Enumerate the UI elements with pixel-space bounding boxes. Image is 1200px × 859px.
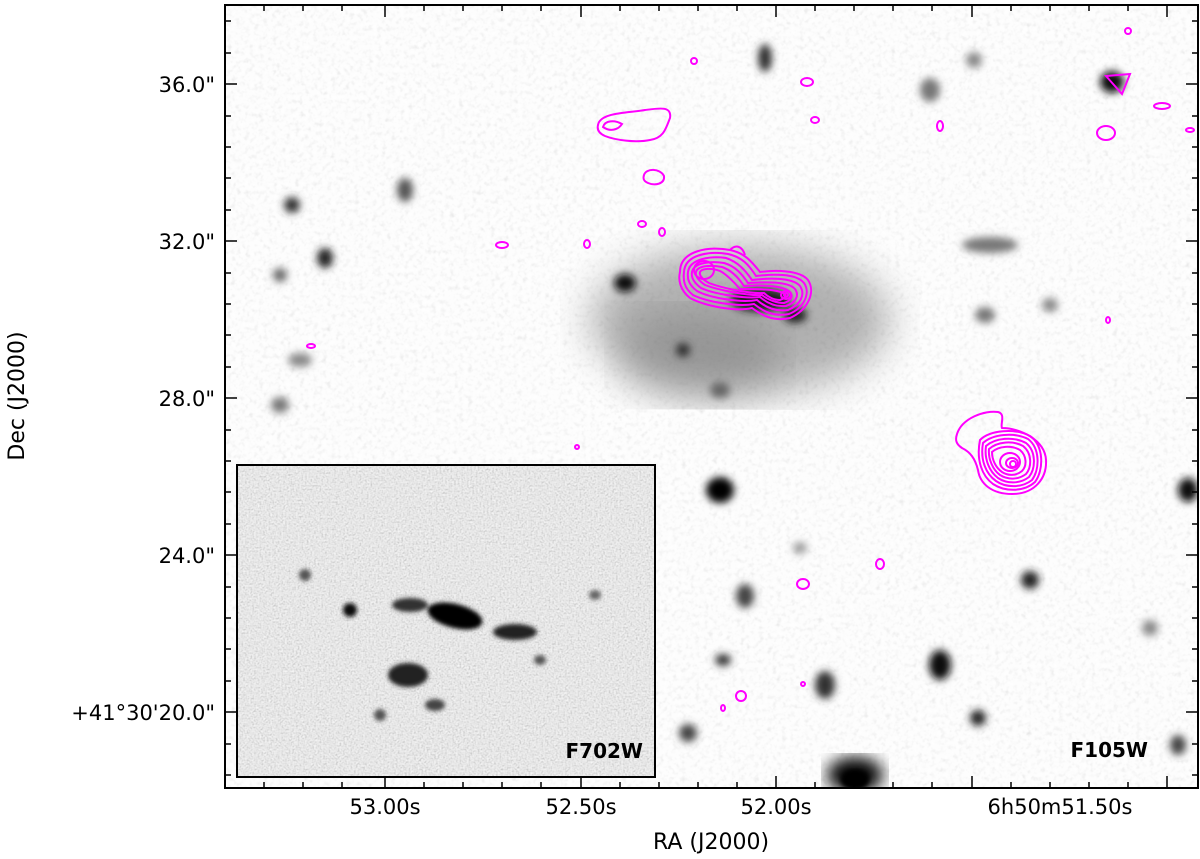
y-tick-label: +41°30'20.0" xyxy=(71,701,215,725)
main-filter-label: F105W xyxy=(1071,738,1148,762)
right-source-contours xyxy=(955,410,1048,496)
x-tick-label: 52.00s xyxy=(740,795,811,819)
diffuse-emission-2 xyxy=(620,310,780,400)
plot-frame xyxy=(224,4,1199,789)
radio-contours xyxy=(306,27,1195,712)
y-tick-label: 32.0" xyxy=(159,230,215,254)
x-axis-title: RA (J2000) xyxy=(653,830,769,855)
axis-ticks xyxy=(225,5,1198,788)
y-tick-label: 24.0" xyxy=(159,544,215,568)
x-tick-label: 6h50m51.50s xyxy=(988,795,1133,819)
y-axis-title: Dec (J2000) xyxy=(5,331,30,460)
inset-image-panel: F702W xyxy=(236,464,656,778)
inset-frame xyxy=(236,464,656,778)
y-tick-label: 28.0" xyxy=(159,387,215,411)
inset-filter-label: F702W xyxy=(566,739,643,763)
x-tick-label: 52.50s xyxy=(545,795,616,819)
central-source-contours xyxy=(678,245,813,320)
y-tick-label: 36.0" xyxy=(159,73,215,97)
x-tick-label: 53.00s xyxy=(349,795,420,819)
